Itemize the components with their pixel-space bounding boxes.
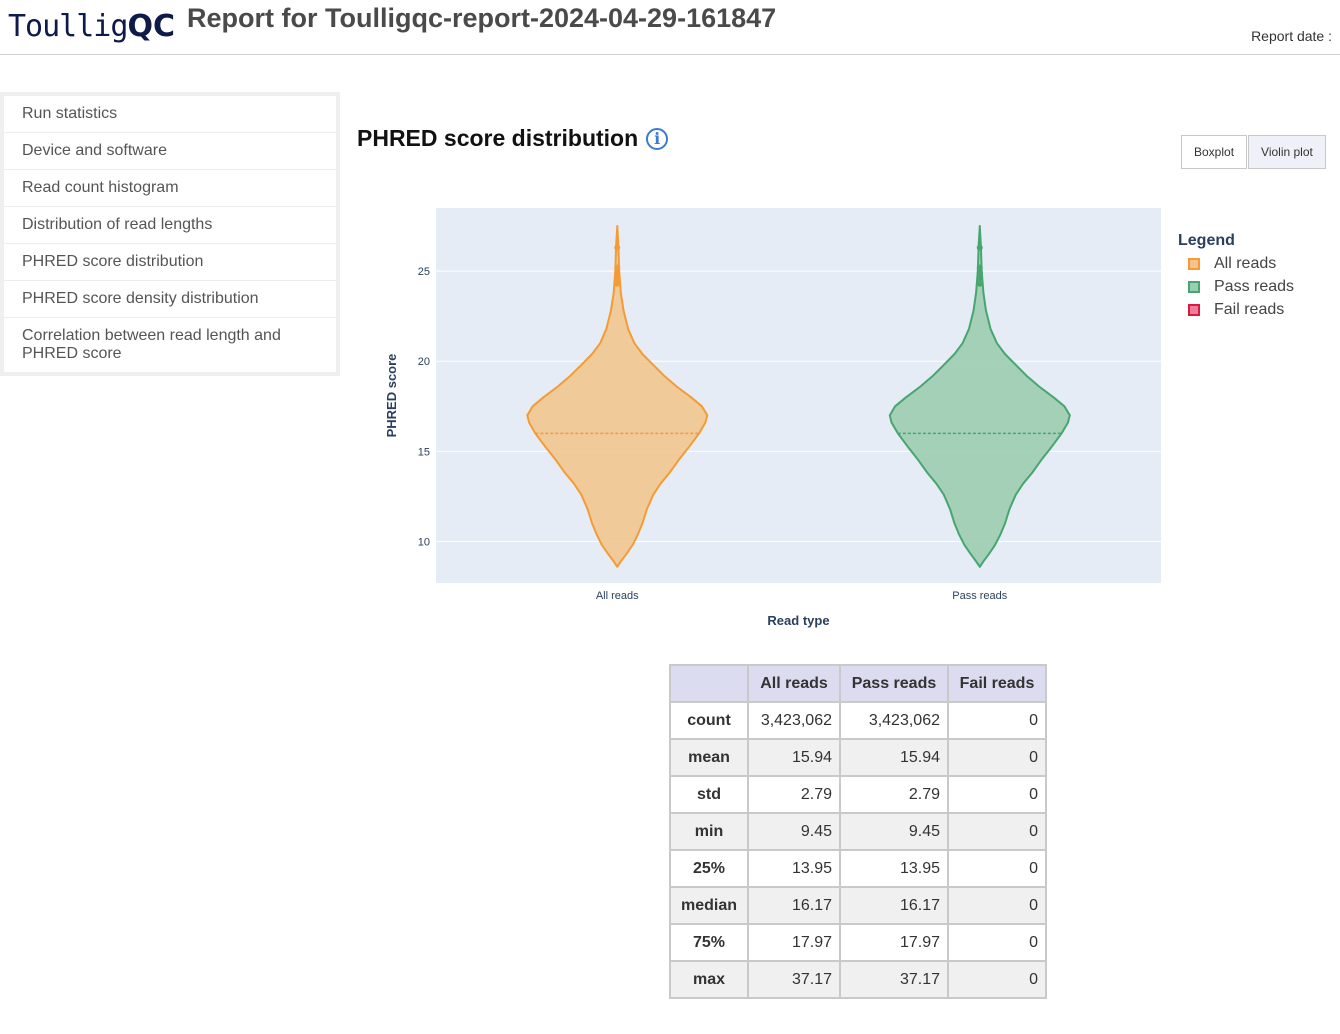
table-cell: 0: [947, 775, 1047, 814]
table-row-stat: 25%: [669, 849, 749, 888]
outlier-point: [976, 275, 983, 282]
table-cell: 0: [947, 849, 1047, 888]
table-row: 25% 13.95 13.95 0: [669, 849, 1047, 888]
report-header: Toullig QC Report for Toulligqc-report-20…: [0, 0, 1340, 55]
x-tick-label: All reads: [596, 590, 639, 602]
table-cell: 15.94: [747, 738, 841, 777]
outlier-point: [614, 275, 621, 282]
table-row-stat: max: [669, 960, 749, 999]
table-cell: 17.97: [747, 923, 841, 962]
outlier-point: [976, 269, 983, 276]
y-tick-label: 10: [418, 537, 430, 549]
sidebar-item-read-count-histogram[interactable]: Read count histogram: [4, 170, 336, 207]
legend-swatch-pass-reads: [1188, 280, 1200, 293]
table-row: max 37.17 37.17 0: [669, 960, 1047, 999]
table-header-row: All reads Pass reads Fail reads: [669, 664, 1047, 703]
violin-all-reads: [526, 225, 709, 568]
sidebar-item-correlation[interactable]: Correlation between read length and PHRE…: [22, 327, 281, 362]
chart-legend: Legend All reads Pass reads Fail reads: [1178, 232, 1294, 321]
table-cell: 3,423,062: [747, 701, 841, 740]
y-tick-label: 15: [418, 446, 430, 458]
legend-label-fail-reads: Fail reads: [1214, 300, 1285, 318]
legend-swatch-all-reads: [1188, 257, 1200, 270]
phred-violin-chart: 10 15 20 25 All reads Pass reads Read type PHRE…: [384, 208, 1161, 628]
violin-plot-button[interactable]: Violin plot: [1248, 135, 1326, 169]
outlier-point: [976, 264, 983, 271]
table-cell: 15.94: [839, 738, 949, 777]
table-cell: 9.45: [839, 812, 949, 851]
info-icon[interactable]: i: [646, 127, 669, 150]
table-header-fail-reads: Fail reads: [947, 664, 1047, 703]
plot-type-toggle: Boxplot Violin plot: [1181, 135, 1326, 169]
table-cell: 9.45: [747, 812, 841, 851]
sidebar-item-run-statistics[interactable]: Run statistics: [4, 96, 336, 133]
report-date-label: Report date :: [1251, 28, 1332, 44]
sidebar-nav: Run statistics Device and software Read …: [0, 92, 340, 376]
table-cell: 0: [947, 812, 1047, 851]
table-cell: 0: [947, 923, 1047, 962]
outlier-point: [614, 244, 621, 251]
table-row-stat: count: [669, 701, 749, 740]
legend-label-all-reads: All reads: [1214, 254, 1277, 272]
table-row-stat: std: [669, 775, 749, 814]
section-title-text: PHRED score distribution: [357, 125, 639, 151]
table-cell: 2.79: [747, 775, 841, 814]
table-row-stat: mean: [669, 738, 749, 777]
table-row-stat: 75%: [669, 923, 749, 962]
outlier-point: [614, 264, 621, 271]
outlier-point: [614, 269, 621, 276]
table-cell: 3,423,062: [839, 701, 949, 740]
section-title: PHRED score distribution i: [357, 125, 669, 152]
sidebar-item-phred-density[interactable]: PHRED score density distribution: [4, 281, 336, 318]
x-tick-label: Pass reads: [952, 590, 1008, 602]
legend-label-pass-reads: Pass reads: [1214, 277, 1295, 295]
y-axis-title: PHRED score: [384, 354, 399, 438]
outlier-point: [976, 244, 983, 251]
outlier-point: [976, 280, 983, 287]
table-header-corner: [669, 664, 749, 703]
table-row: std 2.79 2.79 0: [669, 775, 1047, 814]
page-title: Report for Toulligqc-report-2024-04-29-1…: [187, 3, 777, 33]
toulligqc-logo: Toullig QC: [8, 4, 175, 48]
table-cell: 17.97: [839, 923, 949, 962]
table-cell: 0: [947, 960, 1047, 999]
table-cell: 2.79: [839, 775, 949, 814]
x-axis-title: Read type: [767, 613, 829, 628]
boxplot-button[interactable]: Boxplot: [1181, 135, 1248, 169]
sidebar-item-device-and-software[interactable]: Device and software: [4, 133, 336, 170]
table-cell: 0: [947, 886, 1047, 925]
table-cell: 13.95: [747, 849, 841, 888]
table-header-pass-reads: Pass reads: [839, 664, 949, 703]
table-cell: 16.17: [747, 886, 841, 925]
table-cell: 37.17: [839, 960, 949, 999]
sidebar-item-phred-distribution[interactable]: PHRED score distribution: [4, 244, 336, 281]
legend-title: Legend: [1178, 232, 1235, 249]
table-row: 75% 17.97 17.97 0: [669, 923, 1047, 962]
table-cell: 0: [947, 738, 1047, 777]
table-row: count 3,423,062 3,423,062 0: [669, 701, 1047, 740]
table-row: median 16.17 16.17 0: [669, 886, 1047, 925]
sidebar-item-read-lengths[interactable]: Distribution of read lengths: [4, 207, 336, 244]
phred-stats-table: All reads Pass reads Fail reads count 3,4…: [669, 664, 1047, 999]
table-row-stat: median: [669, 886, 749, 925]
table-cell: 37.17: [747, 960, 841, 999]
legend-item-fail-reads[interactable]: Fail reads: [1178, 298, 1294, 321]
legend-item-all-reads[interactable]: All reads: [1178, 252, 1294, 275]
table-cell: 16.17: [839, 886, 949, 925]
table-row: min 9.45 9.45 0: [669, 812, 1047, 851]
table-cell: 0: [947, 701, 1047, 740]
y-tick-label: 25: [418, 266, 430, 278]
logo-qc: QC: [127, 8, 175, 44]
legend-swatch-fail-reads: [1188, 303, 1200, 316]
table-row: mean 15.94 15.94 0: [669, 738, 1047, 777]
table-header-all-reads: All reads: [747, 664, 841, 703]
legend-item-pass-reads[interactable]: Pass reads: [1178, 275, 1294, 298]
table-row-stat: min: [669, 812, 749, 851]
violin-pass-reads: [888, 225, 1071, 568]
outlier-point: [614, 280, 621, 287]
logo-text: Toullig: [8, 8, 128, 44]
y-tick-label: 20: [418, 356, 430, 368]
table-cell: 13.95: [839, 849, 949, 888]
